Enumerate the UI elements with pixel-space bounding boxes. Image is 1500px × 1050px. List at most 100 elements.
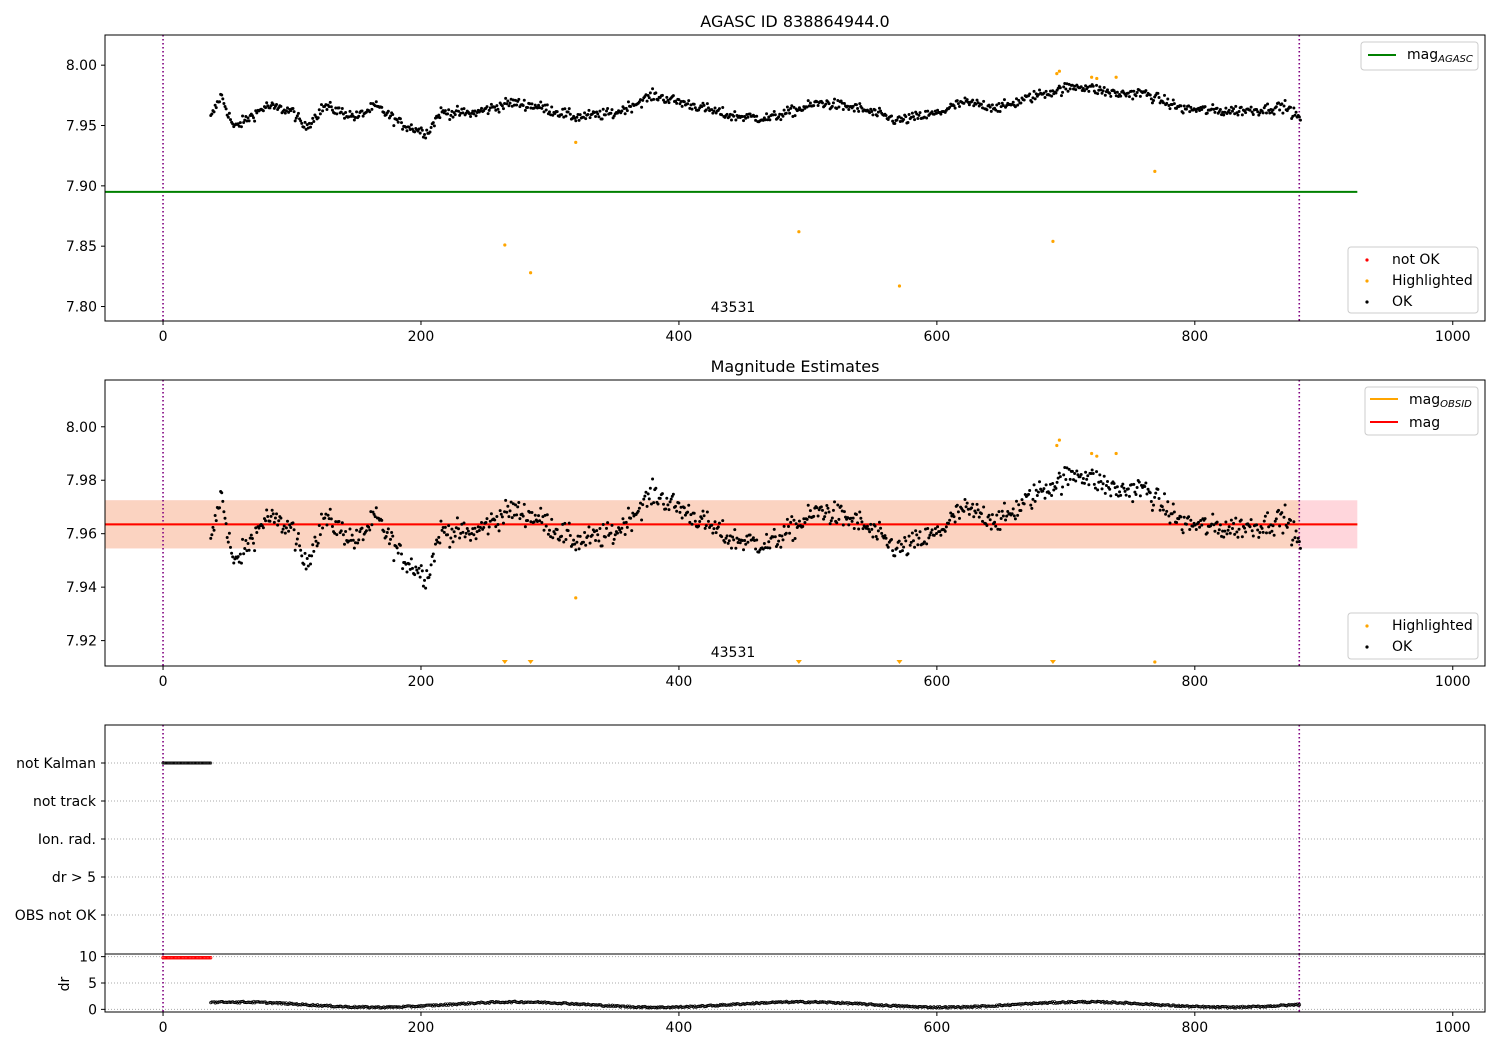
ok-point — [317, 108, 321, 112]
ok-point — [773, 535, 777, 539]
ok-point — [1257, 113, 1261, 117]
ok-point — [1123, 489, 1127, 493]
ok-point — [339, 529, 343, 533]
ok-point — [295, 537, 299, 541]
ok-point — [1184, 522, 1188, 526]
ok-point — [1188, 110, 1192, 114]
ok-point — [815, 506, 819, 510]
ok-point — [817, 508, 821, 512]
ok-point — [415, 568, 419, 572]
ok-point — [1075, 469, 1079, 473]
ok-point — [407, 125, 411, 129]
ok-point — [785, 517, 789, 521]
ok-point — [294, 542, 298, 546]
ok-point — [609, 531, 613, 535]
ok-point — [771, 535, 775, 539]
ok-point — [1134, 493, 1138, 497]
ok-point — [316, 541, 320, 545]
ok-point — [1118, 490, 1122, 494]
ok-point — [401, 567, 405, 571]
ok-point — [861, 527, 865, 531]
ok-point — [994, 524, 998, 528]
ok-point — [247, 548, 251, 552]
ok-point — [583, 531, 587, 535]
dr-ok-point — [1297, 1003, 1302, 1007]
ok-point — [461, 530, 465, 534]
ok-point — [1156, 487, 1160, 491]
ok-point — [328, 100, 332, 104]
ok-point — [755, 538, 759, 542]
ok-point — [871, 113, 875, 117]
ok-point — [358, 530, 362, 534]
ok-point — [967, 512, 971, 516]
ok-point — [801, 108, 805, 112]
ok-point — [596, 533, 600, 537]
ok-point — [1010, 512, 1014, 516]
ok-point — [1280, 102, 1284, 106]
ok-point — [624, 106, 628, 110]
ok-point — [440, 528, 444, 532]
ok-point — [1274, 105, 1278, 109]
ok-point — [1278, 108, 1282, 112]
ok-point — [255, 530, 259, 534]
panel-2-obsid-label: 43531 — [711, 645, 756, 661]
ok-point — [304, 127, 308, 131]
ok-point — [827, 102, 831, 106]
ok-point — [321, 109, 325, 113]
ok-point — [1179, 104, 1183, 108]
ok-point — [953, 520, 957, 524]
ok-point — [936, 108, 940, 112]
ok-point — [1108, 91, 1112, 95]
ok-point — [1218, 523, 1222, 527]
ok-point — [337, 519, 341, 523]
ok-point — [1057, 471, 1061, 475]
ok-point — [1036, 93, 1040, 97]
ok-point — [1198, 525, 1202, 529]
ok-point — [1098, 473, 1102, 477]
ok-point — [356, 541, 360, 545]
ok-point — [293, 119, 297, 123]
ok-point — [213, 103, 217, 107]
ok-point — [660, 93, 664, 97]
ok-point — [906, 120, 910, 124]
ok-point — [311, 543, 315, 547]
ok-point — [265, 101, 269, 105]
x-tick-label: 800 — [1181, 1020, 1208, 1036]
ok-point — [562, 540, 566, 544]
ok-point — [734, 546, 738, 550]
ok-point — [507, 104, 511, 108]
ok-point — [706, 519, 710, 523]
ok-point — [303, 551, 307, 555]
ok-point — [334, 106, 338, 110]
ok-point — [546, 532, 550, 536]
ok-point — [316, 116, 320, 120]
ok-point — [926, 109, 930, 113]
ok-point — [355, 528, 359, 532]
ok-point — [1293, 113, 1297, 117]
ok-point — [1100, 91, 1104, 95]
ok-point — [928, 533, 932, 537]
ok-point — [351, 538, 355, 542]
ok-point — [773, 113, 777, 117]
ok-point — [1295, 540, 1299, 544]
ok-point — [1115, 90, 1119, 94]
ok-point — [410, 566, 414, 570]
ok-point — [805, 517, 809, 521]
ok-point — [1093, 486, 1097, 490]
ok-point — [574, 119, 578, 123]
ok-point — [489, 512, 493, 516]
ok-point — [686, 510, 690, 514]
ok-point — [220, 93, 224, 97]
x-tick-label: 400 — [666, 674, 693, 690]
ok-point — [742, 119, 746, 123]
ok-point — [1153, 495, 1157, 499]
ok-point — [668, 500, 672, 504]
y-tick-label: 7.94 — [66, 580, 97, 596]
ok-point — [1119, 493, 1123, 497]
ok-point — [953, 106, 957, 110]
ok-point — [1096, 92, 1100, 96]
ok-point — [952, 104, 956, 108]
ok-point — [1235, 530, 1239, 534]
ok-point — [225, 536, 229, 540]
ok-point — [289, 526, 293, 530]
